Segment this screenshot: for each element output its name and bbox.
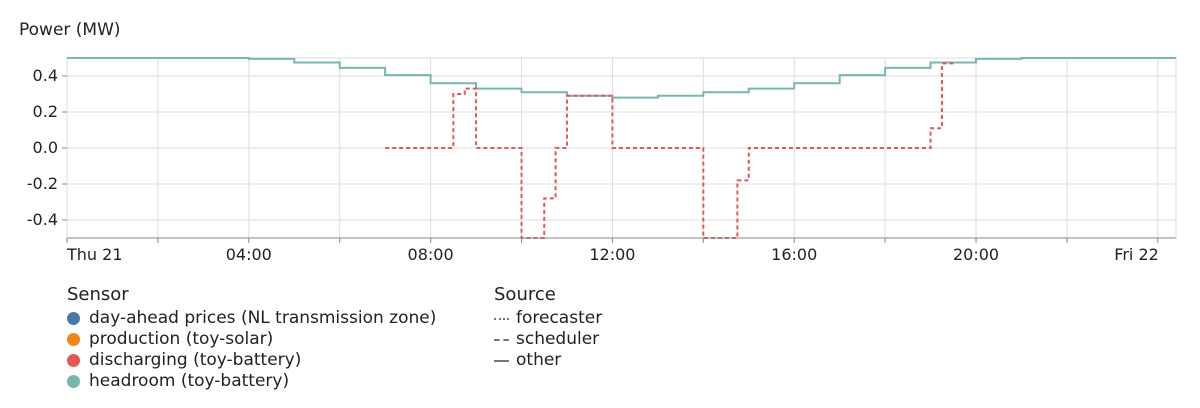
source-legend-title: Source [494, 284, 556, 305]
legend-label: discharging (toy-battery) [89, 350, 302, 370]
legend-label: production (toy-solar) [89, 329, 274, 349]
y-axis-title: Power (MW) [19, 20, 121, 40]
series-layer [67, 57, 1176, 239]
legend-item-scheduler[interactable]: scheduler [494, 329, 602, 350]
sensor-legend-title: Sensor [67, 284, 129, 305]
sensor-legend: Sensor day-ahead prices (NL transmission… [67, 284, 436, 392]
dashed-line-icon [494, 338, 509, 341]
legend-label: other [516, 350, 562, 370]
y-tick-label: -0.2 [27, 174, 58, 193]
x-tick-label: 04:00 [226, 245, 272, 264]
x-tick-label: Thu 21 [66, 245, 123, 264]
production-swatch-icon [67, 333, 80, 346]
legend-item-production[interactable]: production (toy-solar) [67, 329, 436, 350]
legend-item-discharging[interactable]: discharging (toy-battery) [67, 350, 436, 371]
legend-item-forecaster[interactable]: forecaster [494, 308, 602, 329]
solid-line-icon [494, 359, 509, 362]
legend-label: forecaster [516, 308, 603, 328]
x-tick-label: 12:00 [589, 245, 635, 264]
headroom-swatch-icon [67, 375, 80, 388]
y-tick-label: 0.4 [33, 66, 58, 85]
series-line-0 [67, 57, 1176, 99]
axes: Thu 21 04:00 08:00 12:00 16:00 20:00 Fri 22 -0.… [27, 66, 1176, 264]
series-line-1 [385, 62, 954, 239]
y-tick-label: -0.4 [27, 210, 58, 229]
x-tick-label: 20:00 [953, 245, 999, 264]
legend-item-headroom[interactable]: headroom (toy-battery) [67, 371, 436, 392]
y-tick-label: 0.2 [33, 102, 58, 121]
legend-label: day-ahead prices (NL transmission zone) [89, 308, 437, 328]
x-tick-label: Fri 22 [1114, 245, 1159, 264]
y-tick-label: 0.0 [33, 138, 58, 157]
legend-item-day-ahead-prices[interactable]: day-ahead prices (NL transmission zone) [67, 308, 436, 329]
source-legend: Source forecaster scheduler other [494, 284, 602, 371]
x-tick-label: 16:00 [771, 245, 817, 264]
dotted-line-icon [494, 317, 509, 320]
legend-label: scheduler [516, 329, 600, 349]
day-ahead-prices-swatch-icon [67, 312, 80, 325]
power-chart: Power (MW) Thu 21 04:00 08:00 12:00 16:00 20:… [19, 20, 1177, 264]
x-tick-label: 08:00 [408, 245, 454, 264]
discharging-swatch-icon [67, 354, 80, 367]
legend-item-other[interactable]: other [494, 350, 602, 371]
legend-label: headroom (toy-battery) [89, 371, 290, 391]
